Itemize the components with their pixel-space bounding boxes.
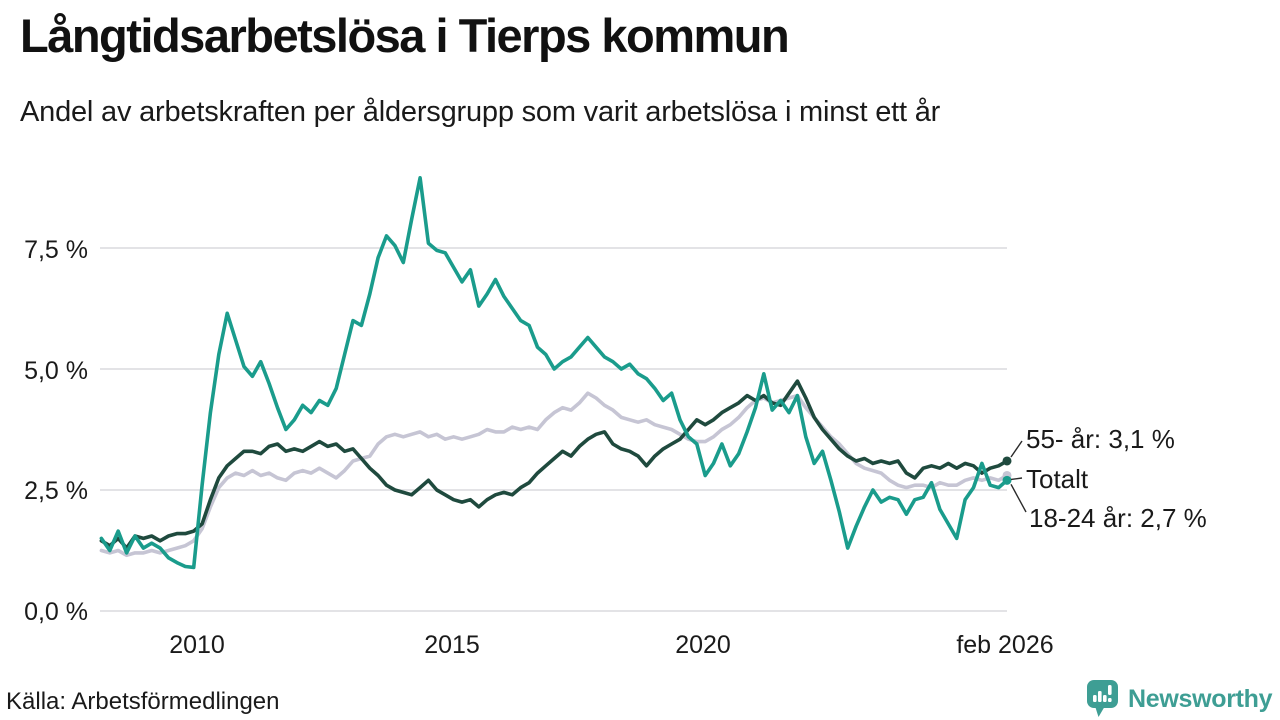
end-label-18-24-ar: 18-24 år: 2,7 % bbox=[1029, 503, 1207, 533]
y-tick-5-0: 5,0 % bbox=[24, 357, 88, 385]
leader-line-Totalt bbox=[1010, 477, 1023, 481]
x-tick-2020: 2020 bbox=[675, 631, 731, 659]
end-label-55-ar: 55- år: 3,1 % bbox=[1026, 424, 1175, 454]
x-tick-feb-2026: feb 2026 bbox=[956, 631, 1054, 659]
end-dot-18-24 år bbox=[1002, 475, 1012, 485]
leader-line-18-24 år bbox=[1010, 483, 1027, 513]
series-line-55- år bbox=[99, 379, 1009, 550]
end-dot-55- år bbox=[1002, 456, 1012, 466]
series-line-Totalt bbox=[99, 391, 1009, 558]
end-label-totalt: Totalt bbox=[1026, 464, 1089, 494]
series-line-18-24 år bbox=[99, 176, 1009, 570]
y-tick-2-5: 2,5 % bbox=[24, 477, 88, 505]
page-title: Långtidsarbetslösa i Tierps kommun bbox=[20, 9, 790, 62]
source-credit: Källa: Arbetsförmedlingen bbox=[6, 688, 280, 715]
brand-wordmark: Newsworthy bbox=[1128, 685, 1273, 713]
page-subtitle: Andel av arbetskraften per åldersgrupp s… bbox=[20, 96, 941, 128]
y-tick-0-0: 0,0 % bbox=[24, 598, 88, 626]
newsworthy-logo-icon bbox=[1087, 680, 1118, 717]
y-tick-7-5: 7,5 % bbox=[24, 236, 88, 264]
leader-line-55- år bbox=[1010, 440, 1023, 458]
x-tick-2010: 2010 bbox=[169, 631, 225, 659]
x-tick-2015: 2015 bbox=[424, 631, 480, 659]
